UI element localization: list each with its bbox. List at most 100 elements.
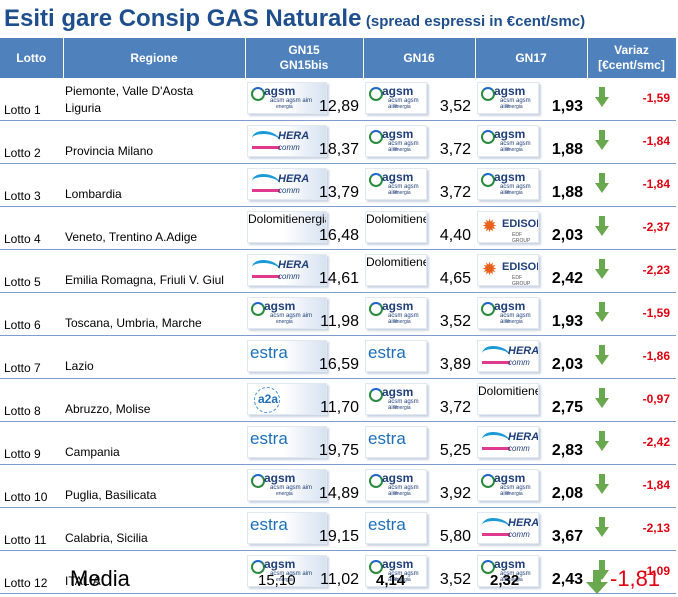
agsm-ring-icon (481, 130, 495, 144)
variaz-cell: -1,84 (587, 120, 676, 164)
logo-sub2: energia (394, 577, 411, 583)
hera-wave-icon (252, 174, 280, 192)
arrow-down-icon (595, 216, 609, 236)
logo-name: agsm (382, 471, 414, 485)
variaz-cell: -2,42 (587, 421, 676, 465)
variaz-cell: -2,13 (587, 507, 676, 551)
lotto-cell: Lotto 4 (0, 206, 63, 250)
agsm-logo: agsm acsm agsm aim energia (365, 383, 427, 415)
regione-cell: Campania (63, 421, 245, 465)
estra-logo: estra (365, 340, 427, 372)
lotto-cell: Lotto 12 (0, 550, 63, 594)
logo-name: agsm (494, 471, 526, 485)
gn17-cell: agsm acsm agsm aim energia 1,88 (475, 120, 587, 164)
logo-sub2: energia (394, 190, 411, 196)
regione-cell: Calabria, Sicilia (63, 507, 245, 551)
logo-name: agsm (382, 385, 414, 399)
gn15-cell: estra 16,59 (245, 335, 363, 379)
hera-wave-icon (252, 260, 280, 278)
logo-name: HERA (278, 173, 310, 185)
gn15-value: 11,70 (320, 399, 359, 416)
logo-sub: acsm agsm aim (388, 485, 419, 497)
logo-sub: acsm agsm aim (270, 485, 313, 491)
agsm-logo: agsm acsm agsm aim energia (365, 125, 427, 157)
gn16-value: 3,92 (439, 485, 471, 502)
logo-sub: acsm agsm aim (500, 141, 531, 153)
header-variaz-line2: [€cent/smc] (598, 58, 665, 72)
variaz-value: -0,97 (642, 392, 670, 406)
logo-name: agsm (382, 299, 414, 313)
variaz-value: -1,84 (642, 177, 670, 191)
logo-name: Dolomiti (366, 255, 410, 269)
logo-sub: EDF GROUP (512, 275, 531, 286)
gn17-cell: agsm acsm agsm aim energia 2,08 (475, 464, 587, 508)
regione-cell: Piemonte, Valle D'Aosta Liguria (63, 78, 245, 121)
lotto-cell: Lotto 6 (0, 292, 63, 336)
edison-logo: ✹ EDISON EDF GROUP (477, 211, 539, 243)
hera-wave-icon (252, 131, 280, 149)
gn17-cell: HERA comm 2,03 (475, 335, 587, 379)
agsm-ring-icon (481, 302, 495, 316)
gn16-value: 5,80 (439, 528, 471, 545)
logo-name: Dolomiti (248, 212, 292, 226)
logo-name: Dolomiti (366, 212, 410, 226)
logo-sub: comm (508, 444, 530, 453)
hera-logo: HERA comm (247, 168, 327, 200)
agsm-ring-icon (369, 560, 383, 574)
arrow-down-icon (595, 87, 609, 107)
variaz-value: -1,84 (642, 478, 670, 492)
gn17-value: 1,93 (551, 313, 583, 330)
logo-sub: comm (508, 530, 530, 539)
arrow-down-icon (595, 388, 609, 408)
lotto-cell: Lotto 5 (0, 249, 63, 293)
gn15-cell: HERA comm 18,37 (245, 120, 363, 164)
edison-sun-icon: ✹ (482, 216, 498, 236)
logo-sub2: energia (506, 319, 523, 325)
gn16-value: 3,89 (439, 356, 471, 373)
regione-cell: Lazio (63, 335, 245, 379)
estra-logo: estra (247, 340, 327, 372)
logo-sub2: energia (394, 491, 411, 497)
variaz-value: -2,13 (642, 521, 670, 535)
logo-sub2: energia (506, 577, 523, 583)
media-label: Media (70, 566, 130, 591)
variaz-value: -2,42 (642, 435, 670, 449)
gn15-value: 14,61 (318, 270, 359, 287)
logo-sub2: energia (276, 319, 293, 325)
header-gn17: GN17 (475, 38, 588, 78)
logo-sub: acsm agsm aim (500, 571, 531, 583)
regione-line1: Puglia, Basilicata (65, 488, 157, 502)
variaz-cell: -1,59 (587, 78, 676, 121)
gn15-cell: Dolomitienergia16,48 (245, 206, 363, 250)
arrow-down-icon (595, 345, 609, 365)
agsm-ring-icon (369, 87, 383, 101)
hera-wave-icon (482, 432, 510, 450)
gn15-value: 13,79 (318, 184, 359, 201)
gn16-cell: estra 5,80 (363, 507, 475, 551)
gn17-cell: HERA comm 2,83 (475, 421, 587, 465)
agsm-logo: agsm acsm agsm aim energia (365, 469, 427, 501)
logo-name: estra (368, 515, 406, 534)
dolomiti-logo: Dolomitienergia (477, 383, 539, 415)
header-variaz: Variaz [€cent/smc] (587, 38, 677, 78)
variaz-value: -2,23 (642, 263, 670, 277)
table-row: Lotto 8 Abruzzo, Molise a2a 11,70 agsm acsm a… (0, 378, 676, 422)
agsm-logo: agsm acsm agsm aim energia (477, 82, 539, 114)
gn16-cell: agsm acsm agsm aim energia 3,52 (363, 550, 475, 594)
gn17-cell: HERA comm 3,67 (475, 507, 587, 551)
media-gn16: 4,14 (376, 572, 406, 589)
logo-name: estra (250, 343, 288, 362)
lotto-cell: Lotto 7 (0, 335, 63, 379)
regione-line1: Toscana, Umbria, Marche (65, 316, 202, 330)
gn17-value: 3,67 (551, 528, 583, 545)
logo-sub: acsm agsm aim (270, 98, 313, 104)
agsm-logo: agsm acsm agsm aim energia (247, 297, 327, 329)
gn17-value: 2,03 (551, 227, 583, 244)
regione-cell: Puglia, Basilicata (63, 464, 245, 508)
logo-name: agsm (382, 170, 414, 184)
logo-name: HERA (508, 517, 539, 529)
lotto-cell: Lotto 9 (0, 421, 63, 465)
logo-name: agsm (494, 299, 526, 313)
logo-sub: acsm agsm aim (388, 184, 419, 196)
logo-sub: energia (409, 255, 426, 269)
